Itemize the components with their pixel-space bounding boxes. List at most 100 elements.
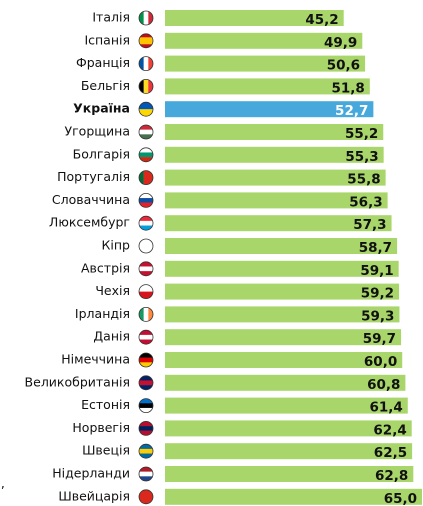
category-label: Швейцарія [58, 488, 130, 503]
flag-stripe [139, 79, 144, 94]
bar [165, 466, 414, 482]
value-label: 62,8 [375, 468, 408, 484]
flag-icon [138, 284, 154, 300]
flag-stripe [139, 125, 153, 130]
flag-ring [138, 375, 154, 391]
flag-stripe [139, 170, 144, 185]
value-label: 59,2 [361, 286, 394, 302]
value-label: 62,4 [373, 422, 406, 438]
value-label: 59,3 [361, 308, 394, 324]
value-label: 57,3 [353, 217, 386, 233]
flag-stripe [139, 109, 153, 117]
value-label: 55,8 [347, 172, 380, 188]
bar [165, 420, 412, 437]
flag-stripe [139, 330, 153, 336]
flag-stripe [139, 403, 153, 409]
flag-stripe [139, 444, 153, 450]
category-label: Франція [76, 55, 130, 70]
flag-stripes [139, 79, 153, 94]
bar [165, 374, 406, 391]
flag-stripe [143, 307, 149, 322]
flag-stripes [139, 102, 153, 117]
flag-stripes [139, 284, 153, 299]
bar [165, 306, 400, 323]
bar [165, 146, 384, 163]
flag-stripe [139, 430, 153, 436]
flag-stripe [139, 375, 153, 381]
flag-stripe [139, 33, 153, 38]
flag-ring [138, 192, 154, 208]
flag-stripes [139, 261, 153, 276]
value-label: 65,0 [384, 491, 417, 506]
flag-stripe [139, 357, 153, 363]
flag-stripe [139, 261, 153, 267]
flag-stripe [139, 44, 153, 48]
flag-icon [138, 306, 154, 322]
value-label: 59,1 [360, 263, 393, 279]
flag-icon [138, 33, 154, 49]
category-label: Кіпр [102, 238, 131, 253]
flag-stripe [139, 220, 153, 226]
flag-stripe [148, 56, 153, 71]
flag-stripe [148, 79, 153, 94]
value-label: 51,8 [331, 80, 364, 96]
flag-stripes [139, 421, 153, 436]
bar [165, 443, 413, 460]
flag-stripe [139, 40, 153, 45]
flag-stripe [139, 157, 153, 162]
category-label: Італія [92, 10, 130, 25]
category-label: Люксембург [49, 215, 130, 230]
flag-stripe [139, 11, 144, 25]
flag-ring [138, 261, 154, 277]
bar [165, 283, 400, 300]
flag-stripe [139, 339, 153, 345]
flag-stripe [139, 426, 153, 431]
flag-icon [138, 398, 154, 414]
flag-stripe [139, 398, 153, 404]
flag-ring [138, 33, 154, 49]
value-label: 49,9 [324, 35, 357, 51]
value-label: 45,2 [305, 12, 338, 28]
flag-stripes [139, 56, 153, 71]
flag-stripes [139, 193, 153, 208]
bar [165, 124, 384, 140]
flag-icon [138, 466, 154, 482]
flag-icon [138, 101, 154, 117]
category-label: Естонія [81, 397, 130, 412]
flag-ring [138, 352, 154, 368]
flag-stripes [139, 11, 153, 25]
flag-ring [138, 284, 154, 300]
flag-stripe [139, 147, 153, 153]
bar [165, 101, 374, 118]
annotation: ), [0, 476, 5, 491]
flag-ring [138, 10, 154, 26]
flag-icon [138, 170, 154, 186]
category-label: Україна [73, 101, 130, 116]
category-label: Данія [93, 329, 130, 344]
flag-icon [138, 238, 154, 254]
category-label: Угорщина [65, 124, 131, 139]
flag-stripe [139, 198, 153, 203]
flag-stripe [139, 291, 153, 299]
flag-icon [138, 10, 154, 26]
flag-ring [138, 398, 154, 414]
value-label: 55,2 [345, 126, 378, 142]
flag-stripe [139, 380, 153, 386]
flag-stripe [139, 421, 153, 427]
flag-stripes [139, 398, 153, 413]
category-label: Норвегія [72, 420, 130, 435]
flag-stripe [139, 239, 153, 253]
bar [165, 352, 403, 368]
flag-stripe [139, 476, 153, 481]
flag-icon [138, 215, 154, 231]
flag-stripe [139, 56, 144, 71]
flag-stripes [139, 239, 153, 253]
category-label: Словаччина [52, 192, 130, 207]
bar [165, 32, 363, 49]
flag-icon [138, 124, 154, 140]
value-label: 50,6 [327, 58, 360, 74]
flag-stripes [139, 147, 153, 162]
flag-icon [138, 329, 154, 345]
bar [165, 55, 366, 72]
